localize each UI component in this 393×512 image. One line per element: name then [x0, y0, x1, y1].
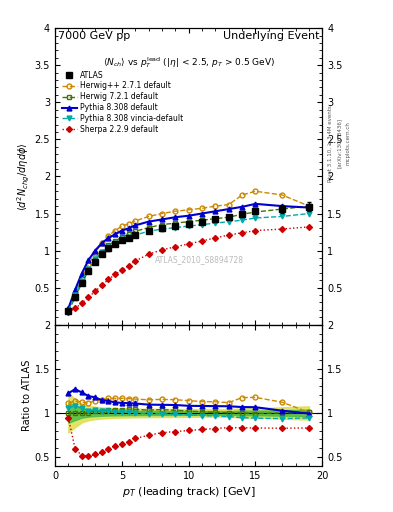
Text: Rivet 3.1.10, ≥ 3.4M events: Rivet 3.1.10, ≥ 3.4M events	[328, 105, 333, 182]
Text: mcplots.cern.ch: mcplots.cern.ch	[346, 121, 351, 165]
Text: $\langle N_{ch}\rangle$ vs $p_T^{\rm lead}$ ($|\eta|$ < 2.5, $p_T$ > 0.5 GeV): $\langle N_{ch}\rangle$ vs $p_T^{\rm lea…	[103, 55, 275, 70]
Text: [arXiv:1306.3436]: [arXiv:1306.3436]	[337, 118, 342, 168]
Text: ATLAS_2010_S8894728: ATLAS_2010_S8894728	[155, 255, 244, 264]
Text: Underlying Event: Underlying Event	[223, 31, 320, 41]
Y-axis label: $\langle d^2 N_{chg}/d\eta d\phi \rangle$: $\langle d^2 N_{chg}/d\eta d\phi \rangle…	[16, 142, 32, 211]
Text: 7000 GeV pp: 7000 GeV pp	[58, 31, 130, 41]
Y-axis label: Ratio to ATLAS: Ratio to ATLAS	[22, 359, 32, 431]
Legend: ATLAS, Herwig++ 2.7.1 default, Herwig 7.2.1 default, Pythia 8.308 default, Pythi: ATLAS, Herwig++ 2.7.1 default, Herwig 7.…	[62, 71, 183, 134]
X-axis label: $p_T$ (leading track) [GeV]: $p_T$ (leading track) [GeV]	[122, 485, 255, 499]
